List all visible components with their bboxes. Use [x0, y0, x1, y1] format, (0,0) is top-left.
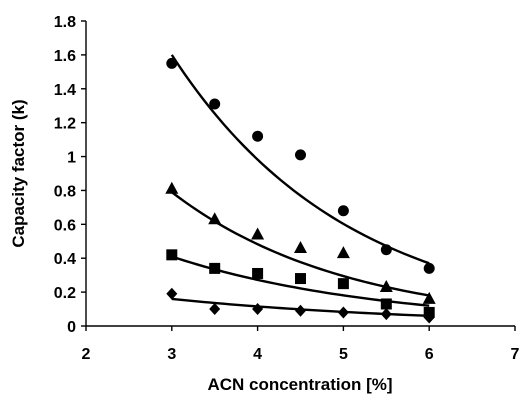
tick-labels: 0 0.2 0.4 0.6 0.8 1 1.2 1.4 1.6 1.8 2 3 4 5 6 7 [54, 14, 520, 363]
y-tick-label: 0 [67, 319, 76, 336]
data-point-triangle [379, 280, 393, 293]
y-tick-label: 1.6 [54, 48, 76, 65]
y-tick-label: 0.2 [54, 285, 76, 302]
x-tick-label: 4 [253, 346, 262, 363]
y-tick-label: 1 [67, 150, 76, 167]
data-point-diamond [166, 287, 178, 300]
data-point-circle [209, 98, 221, 110]
x-tick-label: 6 [425, 346, 434, 363]
data-point-diamond [337, 306, 349, 319]
x-axis-title: ACN concentration [%] [207, 375, 392, 394]
y-tick-label: 1.4 [54, 82, 76, 99]
data-point-diamond [209, 303, 221, 316]
data-point-triangle [336, 246, 350, 259]
data-point-triangle [294, 241, 307, 254]
x-tick-label: 7 [511, 346, 520, 363]
data-point-square [295, 273, 306, 285]
data-point-circle [166, 57, 178, 69]
y-tick-label: 0.4 [54, 251, 76, 268]
data-point-square [209, 262, 221, 274]
data-point-triangle [251, 227, 265, 240]
axes [81, 20, 516, 331]
data-point-square [166, 249, 178, 261]
data-point-diamond [295, 304, 306, 317]
y-tick-label: 1.8 [54, 14, 76, 31]
x-tick-label: 2 [82, 346, 91, 363]
data-point-triangle [165, 181, 179, 194]
data-points [165, 57, 436, 324]
data-point-circle [337, 205, 349, 217]
data-point-diamond [380, 308, 392, 321]
data-point-diamond [252, 303, 264, 316]
y-tick-label: 0.6 [54, 217, 76, 234]
data-point-square [337, 278, 349, 290]
data-point-square [380, 298, 392, 310]
data-point-diamond [423, 311, 435, 324]
y-tick-label: 1.2 [54, 116, 76, 133]
data-point-circle [380, 244, 392, 256]
y-tick-label: 0.8 [54, 183, 76, 200]
data-point-triangle [422, 291, 436, 304]
data-point-square [252, 267, 264, 279]
data-point-circle [423, 262, 435, 274]
y-axis-title: Capacity factor (k) [9, 99, 28, 247]
x-tick-label: 5 [339, 346, 348, 363]
data-point-circle [252, 130, 264, 142]
x-tick-label: 3 [167, 346, 176, 363]
data-point-triangle [208, 212, 222, 225]
data-point-circle [295, 149, 306, 161]
